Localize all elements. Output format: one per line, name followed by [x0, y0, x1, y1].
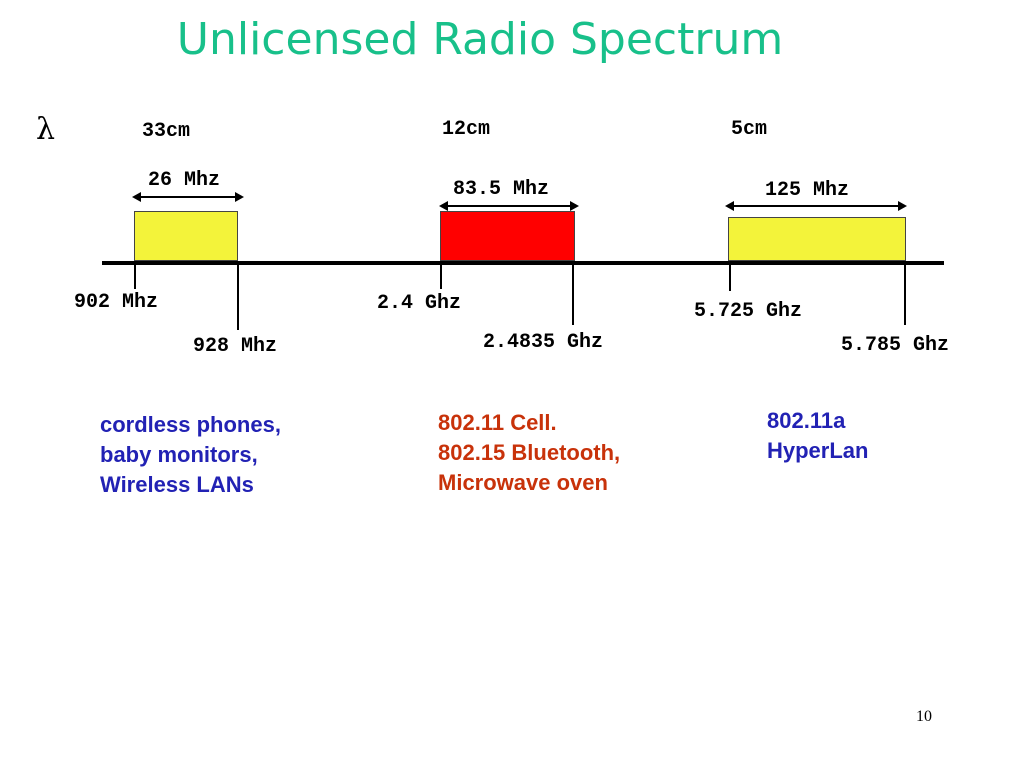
freq-label-2400: 2.4 Ghz: [377, 292, 462, 315]
uses-band-2: 802.11 Cell. 802.15 Bluetooth, Microwave…: [438, 408, 620, 498]
tick-2400: [440, 265, 442, 289]
bandwidth-label-band-1: 26 Mhz: [148, 169, 221, 192]
freq-label-2483: 2.4835 Ghz: [483, 331, 604, 354]
bandwidth-arrow-band-2: [439, 201, 579, 211]
bandwidth-arrow-band-1: [132, 192, 244, 202]
use-line: 802.15 Bluetooth,: [438, 440, 621, 465]
uses-band-3: 802.11a HyperLan: [767, 406, 868, 466]
use-line: baby monitors,: [100, 442, 258, 467]
freq-label-902: 902 Mhz: [74, 291, 159, 314]
wavelength-label-band-1: 33cm: [142, 120, 191, 143]
tick-2483: [572, 265, 574, 325]
frequency-axis: [102, 261, 944, 265]
bandwidth-arrow-band-3: [725, 201, 907, 211]
band-rect-band-2: [440, 211, 575, 261]
use-line: Microwave oven: [438, 470, 608, 495]
use-line: 802.11 Cell.: [438, 410, 557, 435]
freq-label-5785: 5.785 Ghz: [841, 334, 950, 357]
freq-label-928: 928 Mhz: [193, 335, 278, 358]
page-number: 10: [916, 708, 932, 725]
use-line: cordless phones,: [100, 412, 281, 437]
tick-5785: [904, 265, 906, 325]
tick-902: [134, 265, 136, 289]
band-rect-band-3: [728, 217, 906, 261]
wavelength-label-band-2: 12cm: [442, 118, 491, 141]
band-rect-band-1: [134, 211, 238, 261]
wavelength-label-band-3: 5cm: [731, 118, 768, 141]
use-line: 802.11a: [767, 408, 846, 433]
bandwidth-label-band-3: 125 Mhz: [765, 179, 850, 202]
use-line: HyperLan: [767, 438, 869, 463]
bandwidth-label-band-2: 83.5 Mhz: [453, 178, 550, 201]
use-line: Wireless LANs: [100, 472, 254, 497]
tick-928: [237, 265, 239, 330]
slide-title: Unlicensed Radio Spectrum: [176, 14, 784, 65]
wavelength-symbol: λ: [36, 112, 56, 147]
freq-label-5725: 5.725 Ghz: [694, 300, 803, 323]
tick-5725: [729, 265, 731, 291]
uses-band-1: cordless phones, baby monitors, Wireless…: [100, 410, 281, 500]
